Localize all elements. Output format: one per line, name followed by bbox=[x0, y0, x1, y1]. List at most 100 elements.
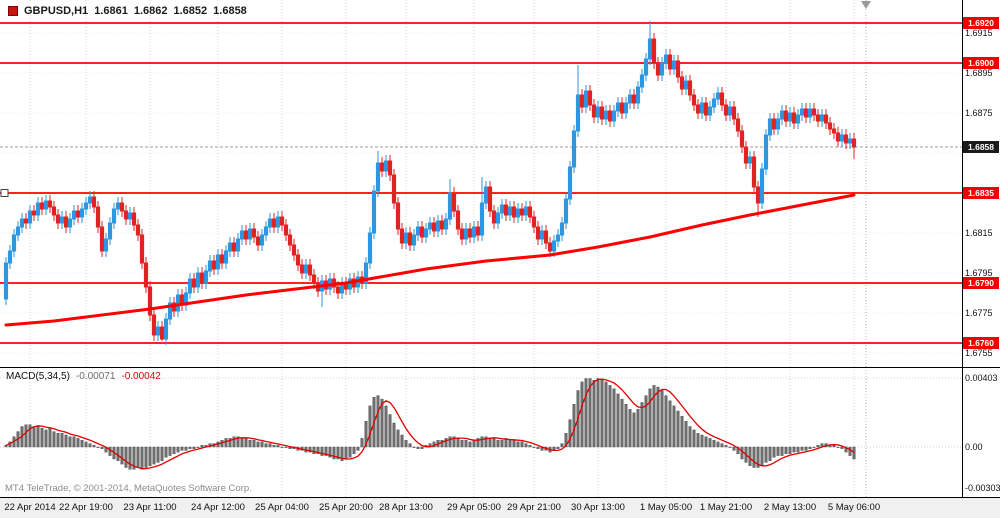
candle-body[interactable] bbox=[415, 226, 421, 236]
macd-bar[interactable] bbox=[184, 446, 188, 451]
macd-bar[interactable] bbox=[132, 446, 136, 470]
candle-body[interactable] bbox=[195, 272, 201, 288]
candle-body[interactable] bbox=[759, 168, 765, 204]
macd-bar[interactable] bbox=[480, 436, 484, 448]
macd-bar[interactable] bbox=[416, 446, 420, 449]
macd-bar[interactable] bbox=[168, 446, 172, 456]
candle-body[interactable] bbox=[787, 112, 793, 122]
candle-body[interactable] bbox=[551, 240, 557, 252]
candle-body[interactable] bbox=[851, 138, 857, 148]
macd-bar[interactable] bbox=[356, 446, 360, 451]
candle-body[interactable] bbox=[379, 162, 385, 172]
macd-bar[interactable] bbox=[148, 446, 152, 466]
macd-bar[interactable] bbox=[528, 445, 532, 448]
candle-body[interactable] bbox=[639, 74, 645, 88]
candle-body[interactable] bbox=[751, 156, 757, 188]
candle-body[interactable] bbox=[87, 196, 93, 204]
macd-bar[interactable] bbox=[812, 446, 816, 448]
macd-bar[interactable] bbox=[392, 422, 396, 448]
macd-bar[interactable] bbox=[800, 446, 804, 451]
candle-body[interactable] bbox=[463, 228, 469, 240]
macd-bar[interactable] bbox=[312, 446, 316, 455]
macd-bar[interactable] bbox=[376, 395, 380, 448]
candle-body[interactable] bbox=[839, 134, 845, 142]
candle-body[interactable] bbox=[563, 198, 569, 224]
macd-bar[interactable] bbox=[172, 446, 176, 455]
candle-body[interactable] bbox=[191, 278, 197, 288]
macd-bar[interactable] bbox=[360, 438, 364, 448]
macd-bar[interactable] bbox=[320, 446, 324, 456]
candle-body[interactable] bbox=[815, 114, 821, 122]
candle-body[interactable] bbox=[571, 130, 577, 168]
macd-bar[interactable] bbox=[368, 405, 372, 448]
macd-bar[interactable] bbox=[608, 385, 612, 448]
candle-body[interactable] bbox=[407, 232, 413, 246]
macd-bar[interactable] bbox=[592, 379, 596, 448]
macd-bar[interactable] bbox=[176, 446, 180, 453]
candle-body[interactable] bbox=[387, 160, 393, 176]
candle-body[interactable] bbox=[535, 226, 541, 240]
macd-bar[interactable] bbox=[232, 436, 236, 448]
candle-body[interactable] bbox=[731, 106, 737, 120]
candle-body[interactable] bbox=[611, 110, 617, 122]
macd-bar[interactable] bbox=[792, 446, 796, 453]
candle-body[interactable] bbox=[23, 218, 29, 224]
macd-bar[interactable] bbox=[736, 446, 740, 455]
candle-body[interactable] bbox=[747, 156, 753, 164]
macd-bar[interactable] bbox=[192, 446, 196, 449]
macd-bar[interactable] bbox=[188, 446, 192, 449]
macd-bar[interactable] bbox=[256, 441, 260, 448]
macd-bar[interactable] bbox=[684, 421, 688, 448]
candle-body[interactable] bbox=[51, 206, 57, 216]
candle-body[interactable] bbox=[247, 228, 253, 240]
candle-body[interactable] bbox=[831, 128, 837, 134]
macd-bar[interactable] bbox=[56, 433, 60, 448]
candle-body[interactable] bbox=[635, 86, 641, 104]
candle-body[interactable] bbox=[215, 254, 221, 270]
macd-bar[interactable] bbox=[236, 436, 240, 448]
macd-bar[interactable] bbox=[656, 386, 660, 448]
candle-body[interactable] bbox=[363, 262, 369, 284]
macd-bar[interactable] bbox=[560, 443, 564, 448]
macd-bar[interactable] bbox=[688, 426, 692, 448]
macd-bar[interactable] bbox=[696, 433, 700, 448]
macd-bar[interactable] bbox=[84, 441, 88, 448]
candle-body[interactable] bbox=[799, 108, 805, 116]
macd-bar[interactable] bbox=[660, 390, 664, 448]
candle-body[interactable] bbox=[295, 254, 301, 266]
candle-body[interactable] bbox=[75, 210, 81, 218]
candle-body[interactable] bbox=[131, 212, 137, 226]
macd-bar[interactable] bbox=[260, 441, 264, 448]
candle-body[interactable] bbox=[175, 294, 181, 312]
macd-bar[interactable] bbox=[712, 439, 716, 448]
candle-body[interactable] bbox=[483, 186, 489, 204]
candle-body[interactable] bbox=[263, 226, 269, 236]
candle-body[interactable] bbox=[771, 118, 777, 130]
macd-bar[interactable] bbox=[80, 439, 84, 448]
macd-bar[interactable] bbox=[248, 439, 252, 448]
candle-body[interactable] bbox=[835, 132, 841, 142]
macd-bar[interactable] bbox=[732, 446, 736, 451]
macd-bar[interactable] bbox=[672, 405, 676, 448]
candle-body[interactable] bbox=[767, 118, 773, 136]
macd-bar[interactable] bbox=[776, 446, 780, 456]
macd-bar[interactable] bbox=[332, 446, 336, 460]
macd-bar[interactable] bbox=[740, 446, 744, 460]
candle-body[interactable] bbox=[287, 234, 293, 246]
candle-body[interactable] bbox=[255, 236, 261, 246]
macd-bar[interactable] bbox=[632, 412, 636, 448]
candle-body[interactable] bbox=[3, 262, 9, 300]
macd-bar[interactable] bbox=[420, 446, 424, 449]
candle-body[interactable] bbox=[823, 114, 829, 124]
macd-bar[interactable] bbox=[404, 439, 408, 448]
candle-body[interactable] bbox=[727, 106, 733, 116]
macd-bar[interactable] bbox=[244, 438, 248, 448]
candle-body[interactable] bbox=[335, 286, 341, 294]
candle-body[interactable] bbox=[539, 230, 545, 240]
macd-bar[interactable] bbox=[488, 438, 492, 448]
macd-bar[interactable] bbox=[72, 436, 76, 448]
candle-body[interactable] bbox=[403, 232, 409, 244]
macd-bar[interactable] bbox=[196, 446, 200, 448]
macd-bar[interactable] bbox=[492, 438, 496, 448]
candle-body[interactable] bbox=[803, 108, 809, 118]
